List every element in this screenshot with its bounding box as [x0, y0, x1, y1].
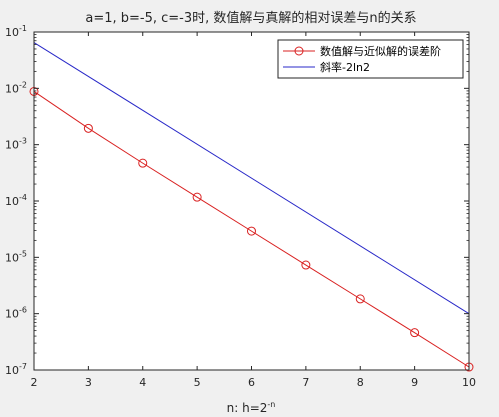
- x-tick-label: 6: [248, 376, 255, 389]
- legend-box: [277, 39, 464, 79]
- legend-swatch-marker: [294, 46, 304, 56]
- data-point: [410, 328, 420, 338]
- x-tick-label: 5: [194, 376, 201, 389]
- data-point: [192, 192, 202, 202]
- chart-title: a=1, b=-5, c=-3时, 数值解与真解的相对误差与n的关系: [85, 10, 416, 26]
- axes-box: [33, 31, 470, 371]
- data-point: [301, 260, 311, 270]
- x-axis-label: n: h=2-n: [227, 400, 276, 415]
- series-line-2: [33, 42, 470, 315]
- x-tick-label: 4: [139, 376, 146, 389]
- x-axis-label-superscript: -n: [267, 400, 275, 409]
- x-axis-label-base: n: h=2: [227, 401, 268, 415]
- data-point: [138, 158, 148, 168]
- legend-label: 数值解与近似解的误差阶: [320, 44, 441, 58]
- y-tick-label: 10-7: [5, 362, 27, 377]
- x-tick-label: 2: [31, 376, 38, 389]
- x-tick-label: 7: [302, 376, 309, 389]
- y-tick-label: 10-5: [5, 249, 27, 264]
- data-point: [247, 226, 256, 236]
- axes-background: [34, 32, 469, 370]
- x-tick-label: 10: [462, 376, 476, 389]
- y-tick-label: 10-1: [5, 24, 27, 39]
- y-tick-label: 10-2: [5, 80, 27, 95]
- series-line-1: [33, 91, 470, 368]
- y-tick-label: 10-3: [5, 137, 27, 152]
- x-tick-label: 8: [357, 376, 364, 389]
- x-tick-label: 9: [411, 376, 418, 389]
- data-point: [83, 123, 93, 133]
- data-point: [355, 294, 365, 304]
- legend-label: 斜率-2ln2: [320, 60, 370, 74]
- y-tick-label: 10-4: [5, 193, 27, 208]
- y-tick-label: 10-6: [5, 306, 27, 321]
- x-tick-label: 3: [85, 376, 92, 389]
